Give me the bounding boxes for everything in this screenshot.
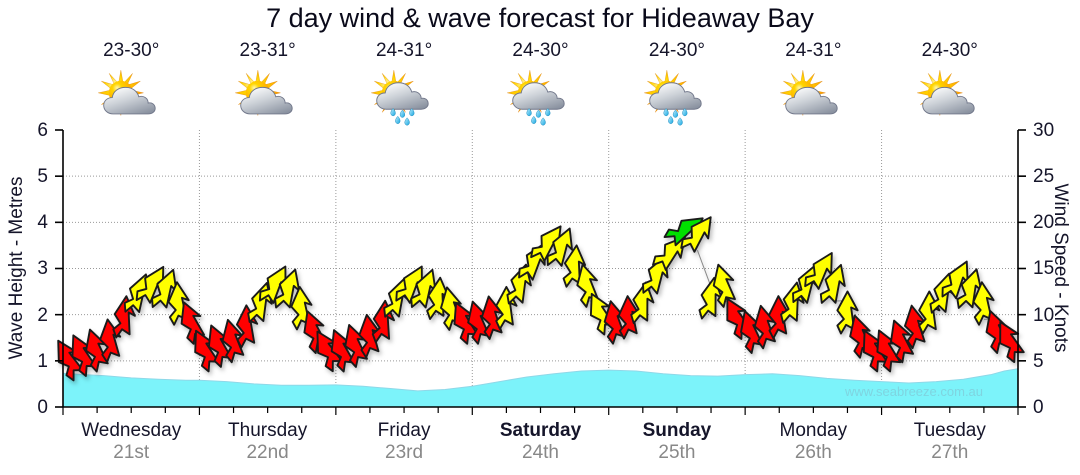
svg-text:6: 6	[37, 120, 48, 141]
svg-text:0: 0	[1033, 397, 1044, 418]
svg-text:5: 5	[1033, 351, 1044, 372]
svg-text:4: 4	[37, 212, 48, 233]
svg-text:3: 3	[37, 258, 48, 279]
svg-text:2: 2	[37, 305, 48, 326]
svg-text:5: 5	[37, 166, 48, 187]
svg-text:1: 1	[37, 351, 48, 372]
svg-text:0: 0	[37, 397, 48, 418]
